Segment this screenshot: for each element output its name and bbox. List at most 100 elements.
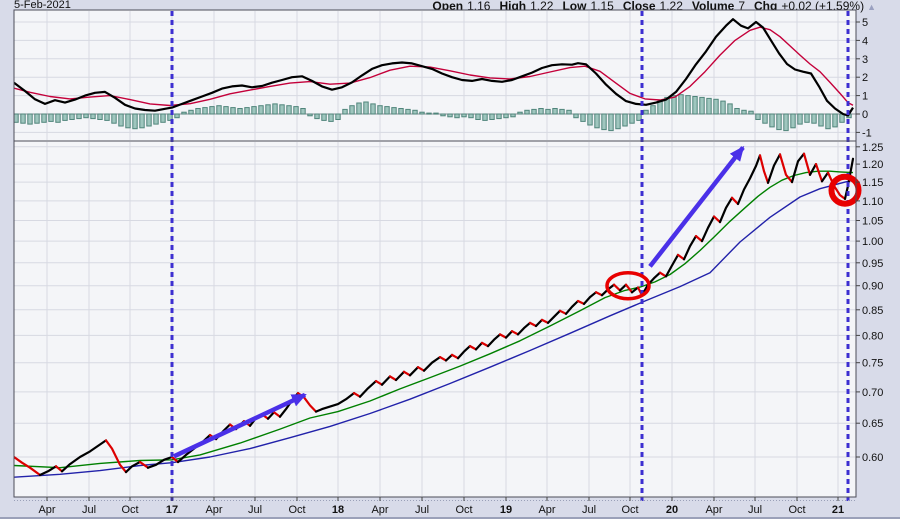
price-line-up-segment (664, 253, 680, 278)
indicator-histogram (14, 94, 852, 132)
price-line-down-segment (450, 353, 460, 360)
price-line-down-segment (814, 163, 824, 183)
price-line-up-segment (314, 392, 356, 413)
price-axis-label: 1.05 (862, 216, 883, 228)
trend-arrow-annotation (173, 392, 307, 459)
x-axis-month-label: Apr (538, 504, 555, 516)
price-line-up-segment (618, 283, 628, 292)
price-line-down-segment (14, 455, 42, 477)
indicator-axis-label: 3 (862, 54, 868, 66)
price-line-up-segment (408, 366, 420, 377)
x-axis-month-label: Apr (371, 504, 388, 516)
price-line-down-segment (676, 253, 686, 261)
price-line-up-segment (766, 153, 782, 184)
price-axis-label: 0.70 (862, 387, 883, 399)
price-line-up-segment (422, 356, 442, 372)
x-axis-month-label: Jul (82, 504, 96, 516)
price-line-up-segment (456, 345, 472, 360)
price-panel-border (13, 140, 857, 498)
price-line-up-segment (516, 321, 532, 336)
indicator-axis-label: 5 (862, 17, 868, 29)
price-line-down-segment (576, 299, 586, 305)
gridlines (14, 11, 856, 496)
price-line-up-segment (394, 370, 406, 382)
price-line-down-segment (498, 333, 508, 339)
x-axis-month-label: Jul (582, 504, 596, 516)
price-line-down-segment (730, 196, 740, 206)
price-axis-label: 0.85 (862, 305, 883, 317)
x-axis-year-label: 19 (500, 504, 512, 516)
price-line-down-segment (612, 283, 622, 292)
price-line-down-segment (480, 341, 490, 348)
x-axis-month-label: Oct (121, 504, 138, 516)
price-line-up-segment (534, 318, 544, 328)
price-line-up-segment (124, 460, 142, 474)
price-line-up-segment (60, 439, 108, 473)
price-line-up-segment (582, 291, 598, 305)
indicator-axis-label: 2 (862, 72, 868, 84)
price-line-up-segment (146, 455, 174, 469)
chart-date-label: 5-Feb-2021 (14, 0, 71, 11)
price-line-down-segment (438, 356, 448, 362)
right-axis: 5 4 3 2 1 0 -1 1.25 1.20 1.15 1.10 1.05 1.00 0.95 0.90… (856, 17, 883, 464)
price-line-up-segment (504, 330, 514, 339)
price-line-up-segment (266, 411, 276, 420)
bottom-axis: Apr Jul Oct 17 Apr Jul Oct 18 Apr Jul Oct 19 Apr Jul O… (14, 497, 856, 516)
price-line-down-segment (528, 321, 538, 328)
price-line-down-segment (388, 375, 398, 382)
price-line-down-segment (540, 318, 550, 324)
price-line-down-segment (416, 366, 426, 372)
price-line-up-segment (486, 333, 502, 348)
price-axis-label: 1.15 (862, 177, 883, 189)
x-axis-month-label: Oct (288, 504, 305, 516)
price-line-up-segment (630, 286, 640, 294)
price-line-up-segment (358, 380, 378, 398)
price-line-down-segment (374, 380, 384, 386)
price-line-down-segment (104, 439, 128, 474)
x-axis-month-label: Oct (621, 504, 638, 516)
indicator-axis-label: 4 (862, 35, 868, 47)
annotations (170, 11, 862, 501)
price-line-down-segment (558, 309, 568, 315)
price-line-down-segment (272, 411, 282, 418)
price-line-down-segment (510, 330, 520, 336)
fast-moving-average-line (14, 170, 854, 469)
price-line-down-segment (594, 291, 604, 297)
price-line-down-segment (826, 171, 847, 200)
indicator-axis-label: 1 (862, 91, 868, 103)
price-line-up-segment (808, 163, 818, 176)
x-axis-month-label: Jul (415, 504, 429, 516)
price-axis-label: 1.25 (862, 142, 883, 154)
price-axis-label: 0.95 (862, 258, 883, 270)
price-line-down-segment (54, 465, 64, 473)
price-axis-label: 0.75 (862, 358, 883, 370)
price-line-down-segment (712, 215, 722, 224)
price-line-up-segment (564, 299, 580, 315)
price-axis-label: 0.60 (862, 452, 883, 464)
x-axis-year-label: 18 (332, 504, 344, 516)
price-axis-label: 0.65 (862, 418, 883, 430)
price-line-down-segment (402, 370, 412, 377)
price-line-down-segment (658, 271, 668, 278)
price-line-down-segment (138, 460, 150, 469)
price-line-down-segment (170, 455, 180, 464)
price-axis-label: 1.20 (862, 159, 883, 171)
indicator-axis-label: 0 (862, 109, 868, 121)
price-line-up-segment (474, 341, 484, 351)
x-axis-month-label: Apr (205, 504, 222, 516)
x-axis-year-label: 20 (666, 504, 678, 516)
x-axis-month-label: Oct (788, 504, 805, 516)
price-line-up-segment (820, 171, 830, 183)
indicator-axis-label: -1 (862, 127, 872, 139)
price-series (14, 152, 856, 478)
highlight-circle-annotation (828, 173, 862, 207)
indicator-series (14, 18, 854, 132)
price-line-up-segment (640, 271, 662, 297)
price-axis-label: 1.10 (862, 196, 883, 208)
x-axis-year-label: 21 (832, 504, 844, 516)
price-axis-label: 1.00 (862, 236, 883, 248)
price-line-up-segment (790, 152, 806, 184)
price-line-up-segment (38, 465, 58, 477)
